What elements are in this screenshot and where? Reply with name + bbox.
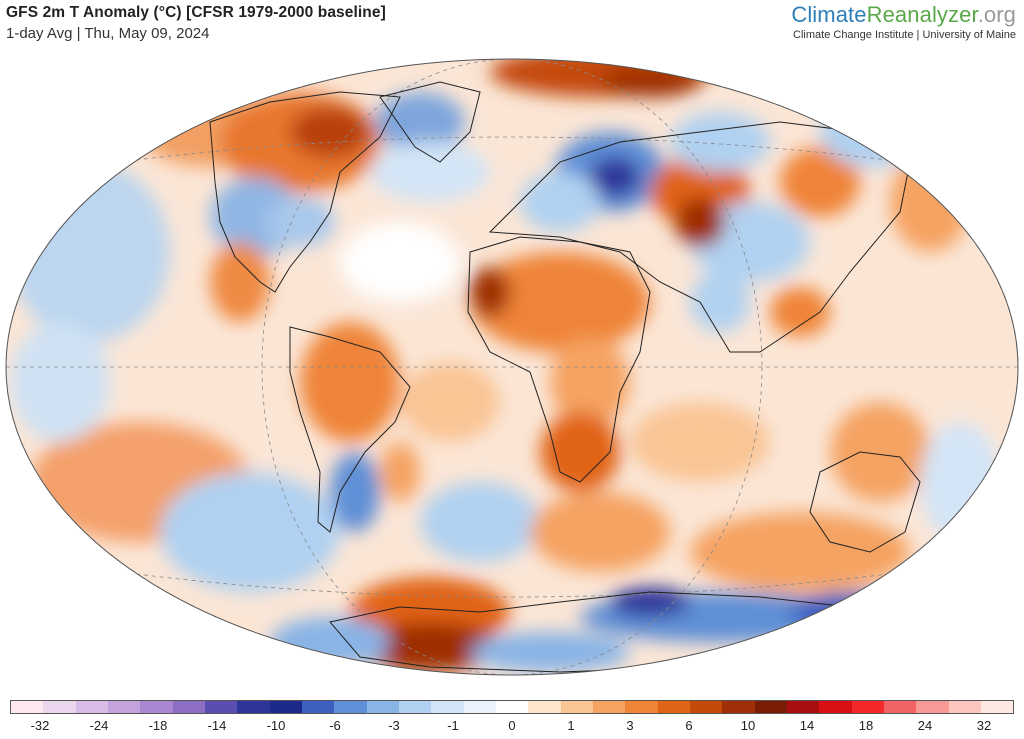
colorbar-swatch <box>334 701 367 713</box>
colorbar-swatch <box>916 701 949 713</box>
colorbar-swatch <box>754 701 787 713</box>
colorbar-tick-label: -1 <box>447 718 459 733</box>
map-area <box>0 52 1024 682</box>
colorbar-tick-label: -18 <box>148 718 168 733</box>
brand-block: ClimateReanalyzer.org Climate Change Ins… <box>791 2 1016 41</box>
colorbar-swatch <box>269 701 302 713</box>
colorbar-swatch <box>11 701 44 713</box>
colorbar-tick-label: 3 <box>626 718 634 733</box>
institute-credit: Climate Change Institute | University of… <box>793 29 1016 41</box>
colorbar-labels: -32 -24 -18 -14 -10 -6 -3 -1 0 1 3 6 10 14 18 24 32 <box>10 718 1014 736</box>
colorbar-tick-label: 10 <box>740 718 756 733</box>
colorbar-swatch <box>431 701 464 713</box>
colorbar-tick-label: 1 <box>567 718 575 733</box>
colorbar-tick-label: 32 <box>976 718 992 733</box>
colorbar-swatch <box>980 701 1014 713</box>
brand-part-climate: Climate <box>791 2 867 27</box>
colorbar-swatch <box>592 701 626 713</box>
colorbar-swatch <box>722 701 755 713</box>
map-subtitle: 1-day Avg | Thu, May 09, 2024 <box>6 25 210 42</box>
colorbar-swatch <box>625 701 658 713</box>
colorbar-swatch <box>204 701 238 713</box>
world-map <box>5 58 1019 676</box>
colorbar-tick-label: 0 <box>508 718 516 733</box>
colorbar-tick-label: -24 <box>89 718 109 733</box>
colorbar-tick-label: 18 <box>858 718 874 733</box>
graticule <box>6 59 1018 675</box>
colorbar-swatch <box>528 701 561 713</box>
header: GFS 2m T Anomaly (°C) [CFSR 1979-2000 ba… <box>6 4 386 42</box>
colorbar-swatch <box>366 701 399 713</box>
colorbar-swatch <box>948 701 981 713</box>
brand-part-org: .org <box>977 2 1016 27</box>
colorbar-tick-label: -14 <box>207 718 227 733</box>
colorbar-swatch <box>75 701 108 713</box>
colorbar-swatch <box>560 701 593 713</box>
brand-part-reanalyzer: Reanalyzer <box>866 2 978 27</box>
colorbar <box>10 700 1014 714</box>
colorbar-tick-label: 24 <box>917 718 933 733</box>
colorbar-swatch <box>140 701 173 713</box>
colorbar-swatch <box>301 701 335 713</box>
colorbar-swatch <box>107 701 141 713</box>
colorbar-tick-label: 14 <box>799 718 815 733</box>
colorbar-tick-label: -10 <box>266 718 286 733</box>
colorbar-tick-label: 6 <box>685 718 693 733</box>
anomaly-field <box>6 59 1018 675</box>
globe-outline <box>5 58 1019 676</box>
colorbar-swatch <box>172 701 205 713</box>
colorbar-swatch <box>883 701 917 713</box>
colorbar-swatch <box>43 701 76 713</box>
map-title: GFS 2m T Anomaly (°C) [CFSR 1979-2000 ba… <box>6 4 386 21</box>
brand-logo[interactable]: ClimateReanalyzer.org <box>791 2 1016 28</box>
colorbar-swatch <box>237 701 270 713</box>
colorbar-swatch <box>463 701 496 713</box>
colorbar-swatch <box>819 701 852 713</box>
colorbar-swatch <box>851 701 884 713</box>
colorbar-swatch <box>689 701 723 713</box>
colorbar-swatch <box>657 701 690 713</box>
colorbar-tick-label: -6 <box>329 718 341 733</box>
colorbar-swatch <box>495 701 529 713</box>
colorbar-tick-label: -32 <box>30 718 50 733</box>
colorbar-swatch <box>786 701 820 713</box>
colorbar-tick-label: -3 <box>388 718 400 733</box>
colorbar-swatch <box>398 701 432 713</box>
